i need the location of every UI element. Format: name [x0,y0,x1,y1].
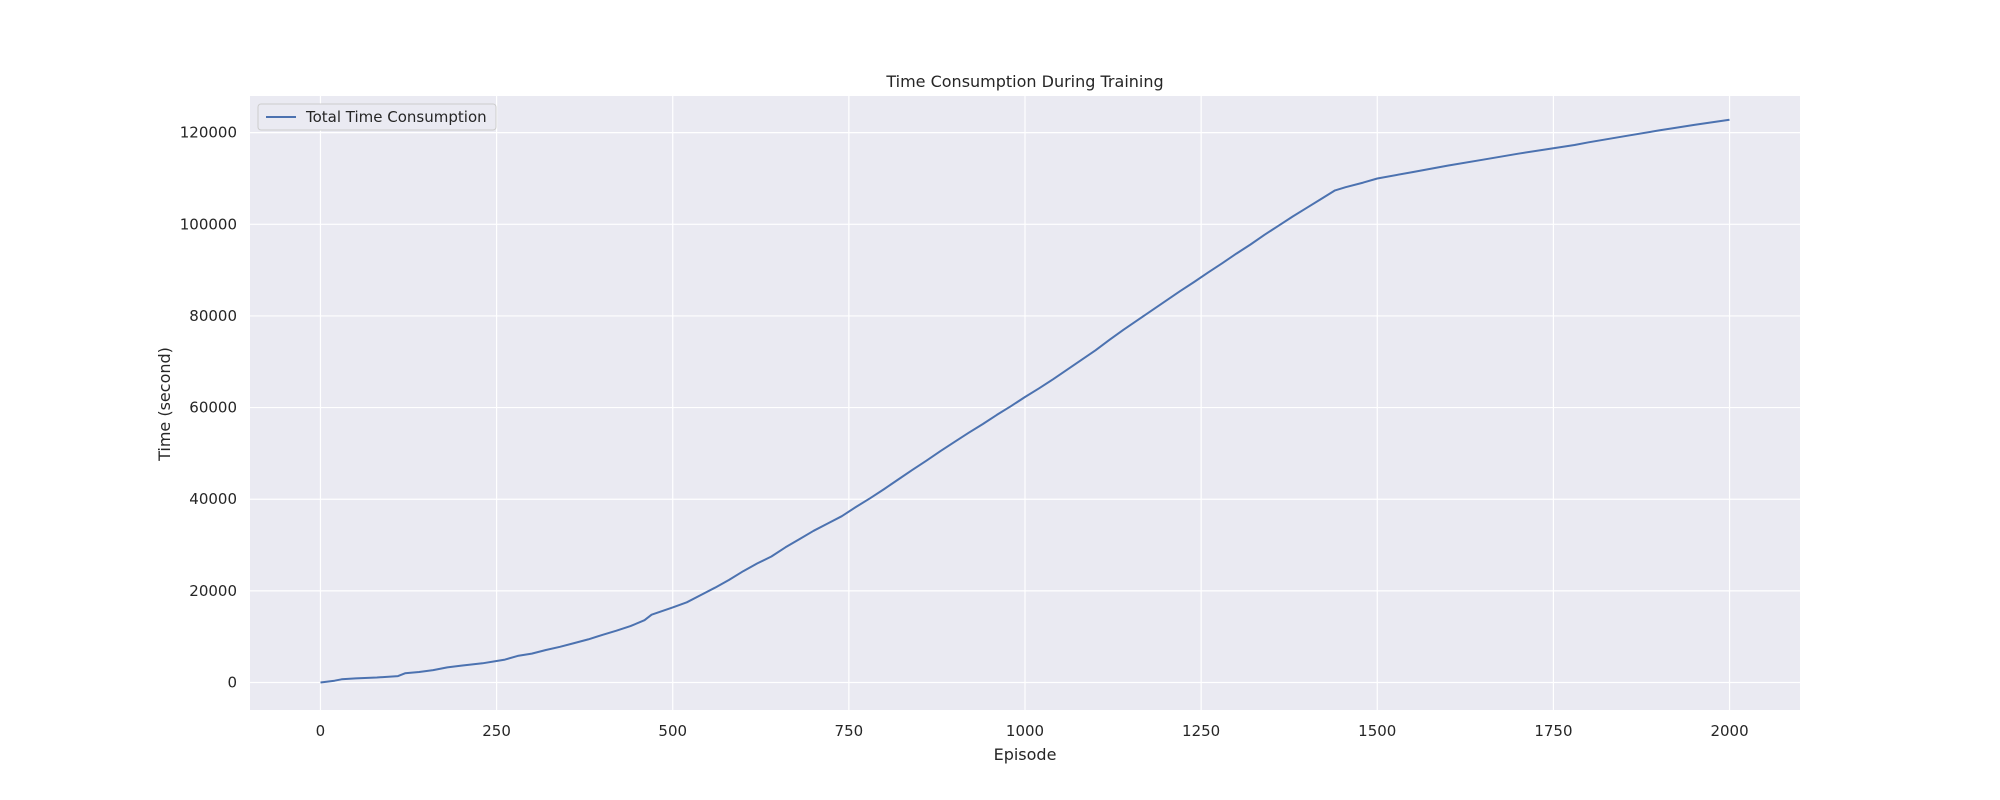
x-tick-label: 1250 [1182,722,1220,740]
y-tick-label: 100000 [180,215,237,233]
x-tick-label: 1000 [1006,722,1044,740]
x-tick-label: 500 [658,722,687,740]
x-axis-ticks: 0 250 500 750 1000 1250 1500 1750 2000 [316,722,1749,740]
y-tick-label: 80000 [189,307,237,325]
chart-title: Time Consumption During Training [885,72,1163,91]
legend: Total Time Consumption [257,103,497,131]
y-tick-label: 120000 [180,124,237,142]
y-tick-label: 40000 [189,490,237,508]
y-axis-label: Time (second) [155,347,174,462]
x-tick-label: 1500 [1358,722,1396,740]
x-tick-label: 250 [482,722,511,740]
grid-lines [250,96,1800,710]
x-tick-label: 750 [835,722,864,740]
x-tick-label: 2000 [1710,722,1748,740]
y-axis-ticks: 0 20000 40000 60000 80000 100000 120000 [180,124,237,692]
series-line-total-time-consumption [320,118,1730,684]
x-tick-label: 1750 [1534,722,1572,740]
legend-label: Total Time Consumption [305,108,487,126]
y-tick-label: 60000 [189,399,237,417]
y-tick-label: 20000 [189,582,237,600]
legend-box [257,103,497,131]
x-tick-label: 0 [316,722,326,740]
x-axis-label: Episode [994,745,1057,764]
y-tick-label: 0 [227,674,237,692]
